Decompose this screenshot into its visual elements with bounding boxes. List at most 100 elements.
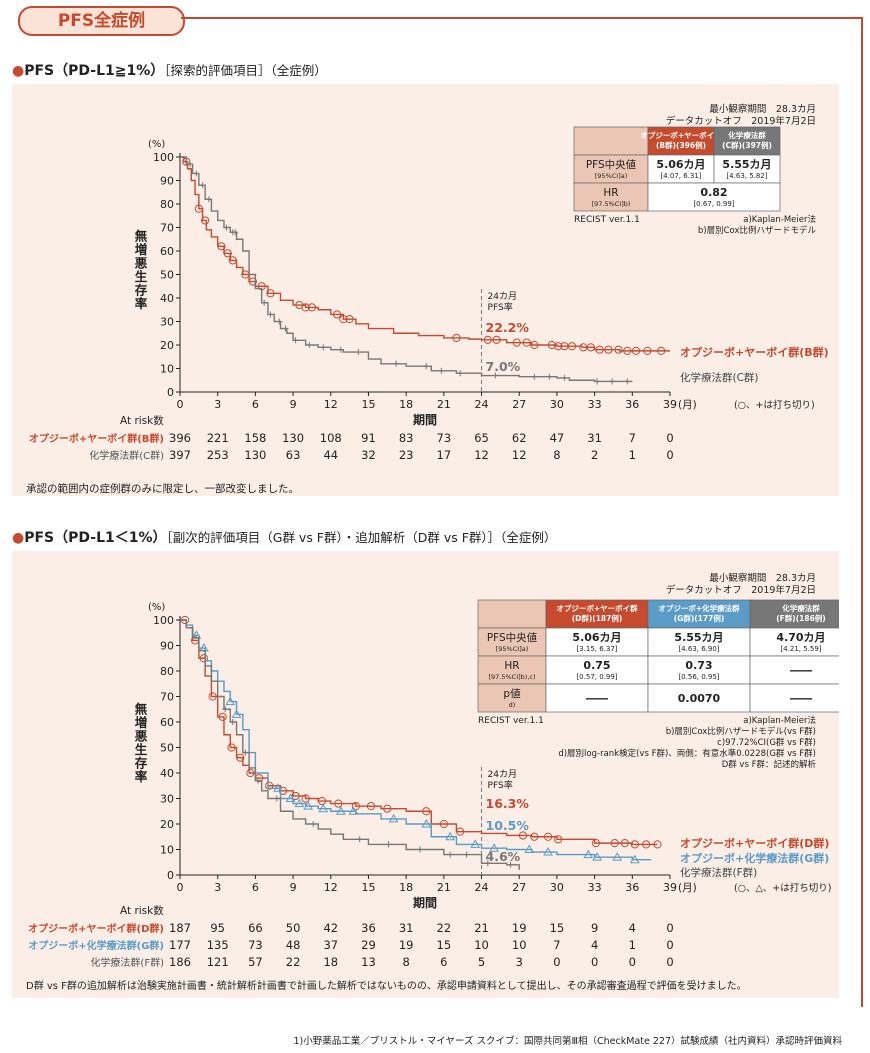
source-footnote: 1)小野薬品工業／ブリストル・マイヤーズ スクイブ：国際共同第Ⅲ相（CheckM… bbox=[293, 1036, 842, 1047]
table-header-text: (D群)(187例) bbox=[572, 613, 623, 623]
censor-mark-circle bbox=[227, 743, 236, 752]
table-cell-sub: [0.67, 0.99] bbox=[693, 200, 734, 208]
censor-mark-plus bbox=[416, 846, 423, 853]
x-tick-label: 30 bbox=[550, 398, 564, 411]
chart1-panel: (%) 0 10 20 30 40 50 60 70 80 90 100 0 3 6 9 12 15 18 21 24 2… bbox=[12, 84, 839, 496]
censor-mark-circle bbox=[217, 242, 226, 251]
censor-mark-triangle bbox=[445, 831, 455, 841]
at-risk-value: 7 bbox=[629, 431, 636, 445]
table-row-label: PFS中央値 bbox=[586, 158, 637, 171]
table-header-text: 化学療法群 bbox=[782, 603, 820, 613]
censor-mark-plus bbox=[438, 367, 445, 374]
x-unit: (月) bbox=[678, 399, 697, 411]
censor-mark-circle bbox=[623, 346, 632, 355]
x-tick-label: 24 bbox=[475, 398, 489, 411]
at-risk-value: 12 bbox=[512, 448, 527, 462]
censor-mark-circle bbox=[248, 277, 257, 286]
y-tick-label: 10 bbox=[160, 844, 174, 857]
censor-mark-plus bbox=[561, 374, 568, 381]
km-curve-2 bbox=[180, 619, 520, 870]
table-cell-sub: [4.07, 6.31] bbox=[660, 172, 701, 180]
censor-mark-circle bbox=[567, 342, 577, 351]
censor-mark-circle bbox=[530, 832, 539, 841]
table-cell-sub: [0.57, 0.99] bbox=[576, 673, 617, 681]
x-tick-label: 21 bbox=[437, 881, 451, 894]
rate-label-2: 4.6% bbox=[486, 849, 521, 864]
table-row-label-cell bbox=[477, 655, 547, 685]
censor-mark-plus bbox=[267, 311, 274, 318]
page-right-rule bbox=[861, 17, 863, 1007]
censor-mark-circle bbox=[301, 794, 310, 803]
series-label-1: 化学療法群(C群) bbox=[680, 371, 759, 384]
censor-mark-circle bbox=[366, 802, 376, 811]
censor-mark-circle bbox=[492, 335, 501, 344]
x-tick-label: 3 bbox=[214, 398, 221, 411]
table-cell-main: 0.73 bbox=[685, 659, 712, 672]
chart2-title: ●PFS（PD-L1＜1%）［副次的評価項目（G群 vs F群）・追加解析（D群… bbox=[12, 527, 556, 547]
at-risk-value: 37 bbox=[323, 938, 338, 952]
rate-label-1: 10.5% bbox=[486, 818, 530, 833]
at-risk-value: 62 bbox=[512, 431, 527, 445]
table-footnote: b)層別Cox比例ハザードモデル(vs F群) bbox=[666, 726, 816, 737]
at-risk-value: 108 bbox=[320, 431, 342, 445]
x-tick-label: 33 bbox=[588, 398, 602, 411]
y-tick-label: 40 bbox=[160, 292, 174, 305]
rate-label-0: 16.3% bbox=[486, 796, 530, 811]
rate-label-0: 22.2% bbox=[486, 320, 530, 335]
y-tick-label: 70 bbox=[160, 222, 174, 235]
y-axis-label: 無増悪生存率 bbox=[133, 229, 148, 311]
censor-mark-plus bbox=[261, 299, 268, 306]
censor-mark-circle bbox=[483, 335, 492, 344]
censor-mark-circle bbox=[518, 831, 528, 840]
chart1-note: 承認の範囲内の症例群のみに限定し、一部改変しました。 bbox=[26, 483, 299, 495]
at-risk-value: 18 bbox=[323, 955, 338, 969]
x-tick-label: 0 bbox=[177, 881, 184, 894]
censor-mark-plus bbox=[222, 706, 229, 713]
censor-mark-plus bbox=[187, 161, 194, 168]
at-risk-value: 42 bbox=[323, 921, 338, 935]
at-risk-value: 65 bbox=[474, 431, 489, 445]
table-header-text: (C群)(397例) bbox=[722, 140, 772, 150]
censor-mark-circle bbox=[332, 310, 342, 319]
x-tick-label: 12 bbox=[324, 881, 338, 894]
censor-mark-plus bbox=[492, 372, 499, 379]
censor-mark-plus bbox=[484, 860, 491, 867]
at-risk-value: 44 bbox=[323, 448, 338, 462]
censor-mark-triangle bbox=[348, 806, 359, 815]
x-unit: (月) bbox=[678, 882, 697, 894]
at-risk-value: 21 bbox=[474, 921, 489, 935]
at-risk-value: 32 bbox=[361, 448, 376, 462]
table-cell-main: ―― bbox=[790, 692, 812, 705]
at-risk-value: 17 bbox=[437, 448, 452, 462]
censor-mark-circle bbox=[291, 791, 300, 801]
chart2-title-text: PFS（PD-L1＜1%） bbox=[24, 530, 167, 546]
x-tick-label: 27 bbox=[512, 881, 526, 894]
y-tick-label: 90 bbox=[160, 175, 174, 188]
min-followup: 最小観察期間 28.3カ月 bbox=[709, 103, 816, 115]
table-cell bbox=[545, 627, 649, 657]
censor-mark-circle bbox=[620, 839, 629, 848]
x-tick-label: 27 bbox=[512, 398, 526, 411]
recist-label: RECIST ver.1.1 bbox=[574, 215, 640, 225]
table-row-sublabel: [97.5%CI]b) bbox=[592, 200, 631, 208]
at-risk-value: 22 bbox=[286, 955, 301, 969]
censor-mark-plus bbox=[205, 196, 212, 203]
censor-mark-plus bbox=[310, 821, 317, 827]
censor-mark-plus bbox=[393, 360, 400, 367]
censor-mark-circle bbox=[334, 799, 343, 808]
censor-mark-circle bbox=[642, 840, 651, 849]
min-followup: 最小観察期間 28.3カ月 bbox=[709, 572, 816, 584]
censor-mark-triangle bbox=[294, 798, 305, 808]
y-tick-label: 20 bbox=[160, 339, 174, 352]
censor-mark-circle bbox=[439, 819, 448, 829]
censor-mark-circle bbox=[223, 249, 232, 258]
y-tick-label: 30 bbox=[160, 316, 174, 329]
censor-mark-plus bbox=[273, 795, 280, 802]
series-label-1: オプジーボ+化学療法群(G群) bbox=[680, 851, 829, 865]
km-curve-1 bbox=[180, 156, 633, 383]
censor-mark-plus bbox=[355, 349, 362, 356]
table-row-sublabel: [95%CI]a) bbox=[595, 172, 628, 180]
censor-mark-plus bbox=[282, 325, 289, 332]
at-risk-value: 36 bbox=[361, 921, 376, 935]
